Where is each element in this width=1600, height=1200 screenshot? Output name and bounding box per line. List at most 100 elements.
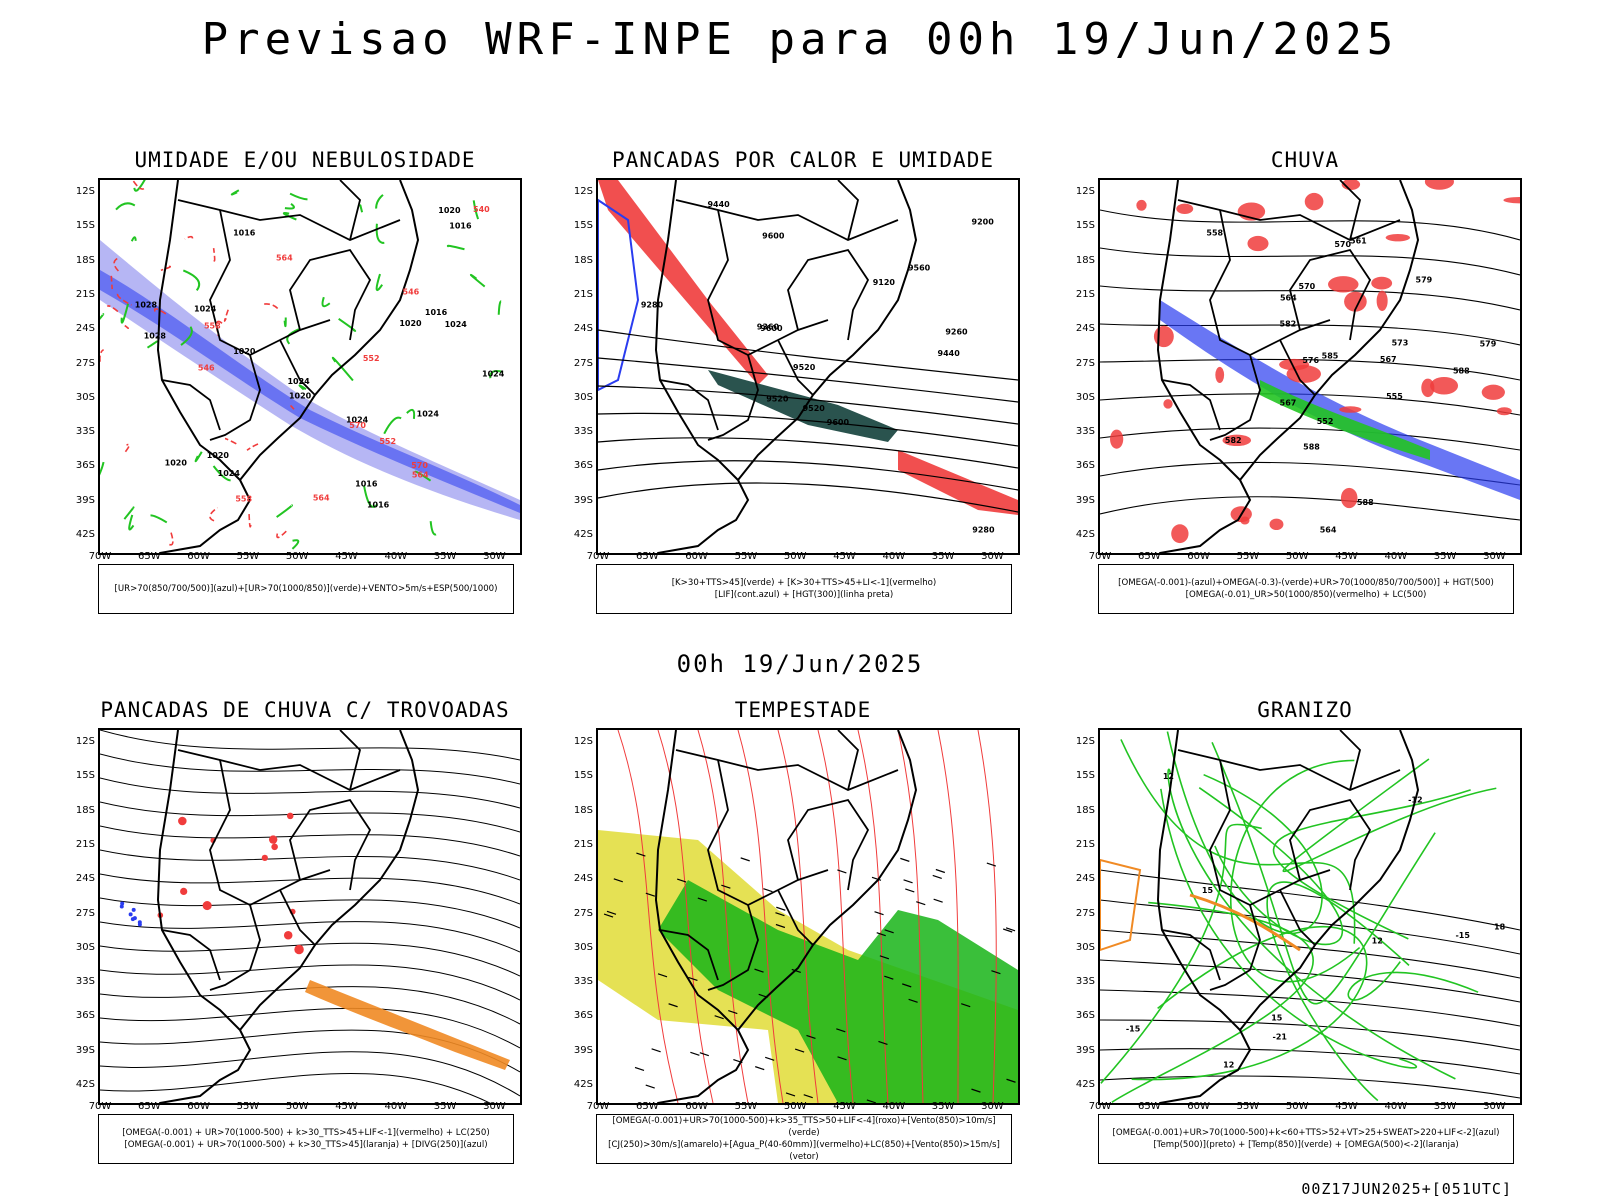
humidity-contour-low (150, 514, 168, 524)
lat-tick-label: 39S (573, 1044, 593, 1056)
contour-label: 9520 (803, 404, 826, 413)
hgt500-contour (1100, 209, 1520, 241)
humidity-contour-low (282, 212, 297, 221)
wind-vector (884, 975, 894, 980)
lat-tick-label: 15S (573, 770, 593, 782)
wind-vector (803, 1094, 813, 1099)
wind-vector (634, 1066, 645, 1072)
humidity-contour-low (375, 223, 385, 244)
lat-tick-label: 36S (573, 460, 593, 472)
temp850-contour (1211, 741, 1436, 1005)
wind850-green-area (658, 880, 1018, 1103)
lon-tick-label: 40W (882, 551, 906, 562)
contour-label: 1020 (233, 347, 256, 356)
contour-label: -21 (1273, 1033, 1288, 1042)
lat-tick-label: 18S (1075, 804, 1095, 816)
wind-vector (986, 862, 997, 867)
lat-tick-label: 33S (75, 976, 95, 988)
lon-tick-label: 50W (285, 1101, 309, 1112)
humidity-contour-low (128, 514, 135, 531)
hgt500-contour (1100, 323, 1520, 346)
lat-tick-label: 42S (1075, 529, 1095, 540)
country-border (1339, 180, 1361, 241)
humidity-contour-low (133, 180, 146, 192)
lat-tick-label: 21S (573, 288, 593, 300)
humidity-contour-low (359, 204, 364, 213)
panel-title: PANCADAS DE CHUVA C/ TROVOADAS (100, 698, 510, 722)
humidity-contour-low (283, 317, 287, 328)
lon-tick-label: 60W (685, 1101, 708, 1112)
map-frame: 15 12 18 15 12 12 -15 -12 -15 -21 (1098, 728, 1522, 1105)
humidity-contour-low (182, 269, 201, 292)
contour-label: 9600 (827, 418, 850, 427)
country-border (659, 929, 719, 981)
contour-label: 1028 (144, 332, 167, 341)
lat-tick-label: 15S (1075, 220, 1095, 232)
wind-vector (754, 968, 764, 973)
page-title: Previsao WRF-INPE para 00h 19/Jun/2025 (201, 14, 1399, 65)
wind-vector (933, 898, 943, 903)
lon-tick-label: 70W (586, 551, 610, 562)
coastline-west (654, 730, 750, 1103)
wind-vector (871, 876, 882, 881)
coastline-west (654, 180, 750, 553)
lon-tick-label: 65W (635, 551, 659, 562)
contour-label: 1016 (425, 308, 448, 317)
lat-tick-label: 33S (1075, 426, 1095, 438)
thickness-contour (100, 348, 105, 362)
lon-tick-label: 45W (335, 1101, 358, 1112)
rain-red-patch (1328, 276, 1359, 293)
humidity-contour-low (194, 451, 203, 463)
contour-label: 1024 (417, 410, 440, 419)
thunderstorm-red-dot (283, 930, 293, 940)
humidity-contour-low (291, 539, 300, 550)
contour-label: 588 (1357, 498, 1374, 507)
contour-label: 1024 (194, 304, 217, 313)
lat-tick-label: 27S (1075, 907, 1095, 919)
wind-vector (755, 1066, 765, 1071)
lat-tick-label: 15S (75, 220, 95, 232)
thickness-contour (110, 275, 113, 290)
temp850-contour (1167, 768, 1456, 1080)
wind-vector (878, 1040, 888, 1046)
thickness-contour (184, 235, 194, 240)
lat-tick-label: 24S (573, 323, 593, 335)
contour-label: 1016 (367, 501, 390, 510)
hgt300-contour (598, 437, 1018, 469)
wind-vector (728, 1010, 738, 1015)
instability-red-area (598, 180, 768, 385)
thunderstorm-red-dot (261, 854, 268, 861)
thickness-contour (153, 308, 169, 316)
map-frame (596, 728, 1020, 1105)
contour-label: 12 (1163, 772, 1174, 781)
lon-tick-label: 30W (1483, 1101, 1506, 1112)
lat-tick-label: 36S (1075, 1010, 1095, 1022)
country-border (161, 929, 221, 981)
wind-vector (645, 1084, 655, 1089)
temp850-contour (1266, 881, 1410, 1102)
contour-label: 588 (1303, 442, 1320, 451)
country-border (209, 354, 261, 441)
lon-tick-label: 35W (433, 551, 457, 562)
contour-label: 9120 (873, 278, 896, 287)
country-border (1209, 209, 1331, 357)
lat-tick-label: 21S (75, 288, 95, 300)
lon-tick-label: 45W (1335, 1101, 1358, 1112)
contour-label: 588 (1453, 367, 1470, 376)
humidity-contour-low (100, 461, 105, 476)
contour-label: 552 (1317, 417, 1334, 426)
thickness-contour (276, 530, 288, 539)
contour-label: 9440 (707, 200, 730, 209)
lat-tick-label: 24S (573, 873, 593, 885)
lat-tick-label: 42S (75, 529, 95, 540)
country-border (837, 180, 859, 241)
rain-red-patch (1136, 199, 1147, 211)
divergence-blue-dot (130, 917, 135, 922)
coastline-east (1239, 730, 1420, 1031)
country-border (177, 749, 401, 791)
divergence-blue-dot (119, 904, 124, 909)
contour-label: 1024 (445, 320, 468, 329)
country-border (837, 730, 859, 791)
lon-tick-label: 65W (635, 1101, 659, 1112)
contour-label: 558 (204, 322, 221, 331)
